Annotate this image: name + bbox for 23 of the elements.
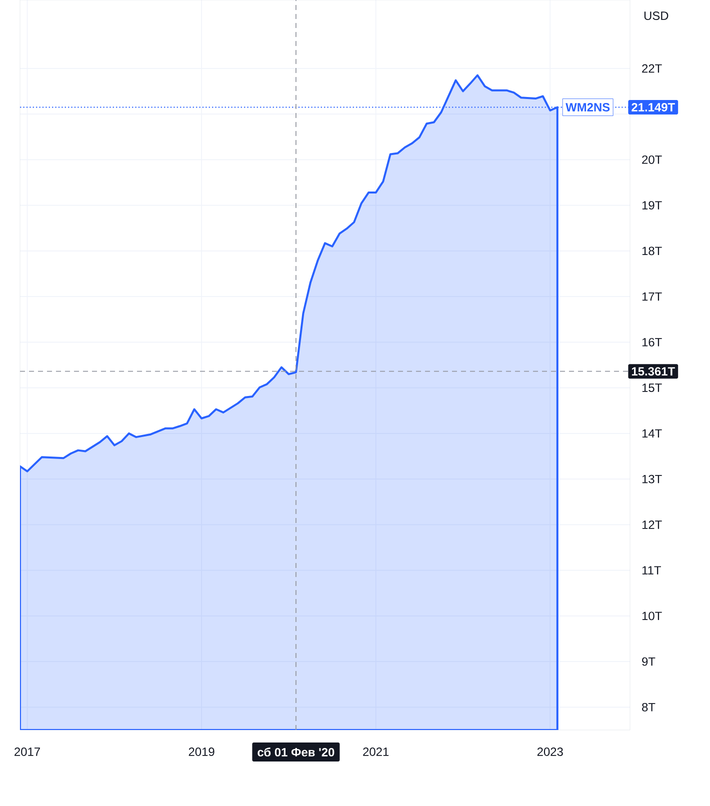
x-tick-label: 2023 — [537, 748, 563, 756]
y-tick-label: 11T — [642, 566, 661, 574]
y-tick-label: 18T — [642, 246, 662, 256]
y-tick-label: 13T — [642, 474, 662, 484]
series-label: WM2NS — [566, 103, 610, 112]
y-tick-label: 16T — [642, 338, 662, 346]
ref-line-label: сб 01 Фев '20 — [258, 748, 334, 756]
y-tick-label: 8T — [642, 702, 656, 712]
ref-line-label: 21.149T — [632, 103, 675, 112]
y-tick-label: 15T — [642, 384, 662, 392]
x-tick-label: 2021 — [363, 748, 389, 756]
y-tick-label: 9T — [642, 657, 656, 666]
y-tick-label: 22T — [642, 64, 662, 73]
y-tick-label: 19T — [642, 201, 662, 210]
x-tick-label: 2019 — [188, 748, 214, 756]
y-axis-title: USD — [644, 12, 668, 20]
ref-line-label: 15.361T — [632, 367, 675, 376]
y-tick-label: 12T — [642, 520, 662, 529]
x-tick-label: 2017 — [14, 748, 40, 756]
y-tick-label: 14T — [642, 429, 662, 438]
y-tick-label: 20T — [642, 155, 662, 164]
y-tick-label: 10T — [642, 612, 662, 620]
y-tick-label: 17T — [642, 292, 662, 301]
